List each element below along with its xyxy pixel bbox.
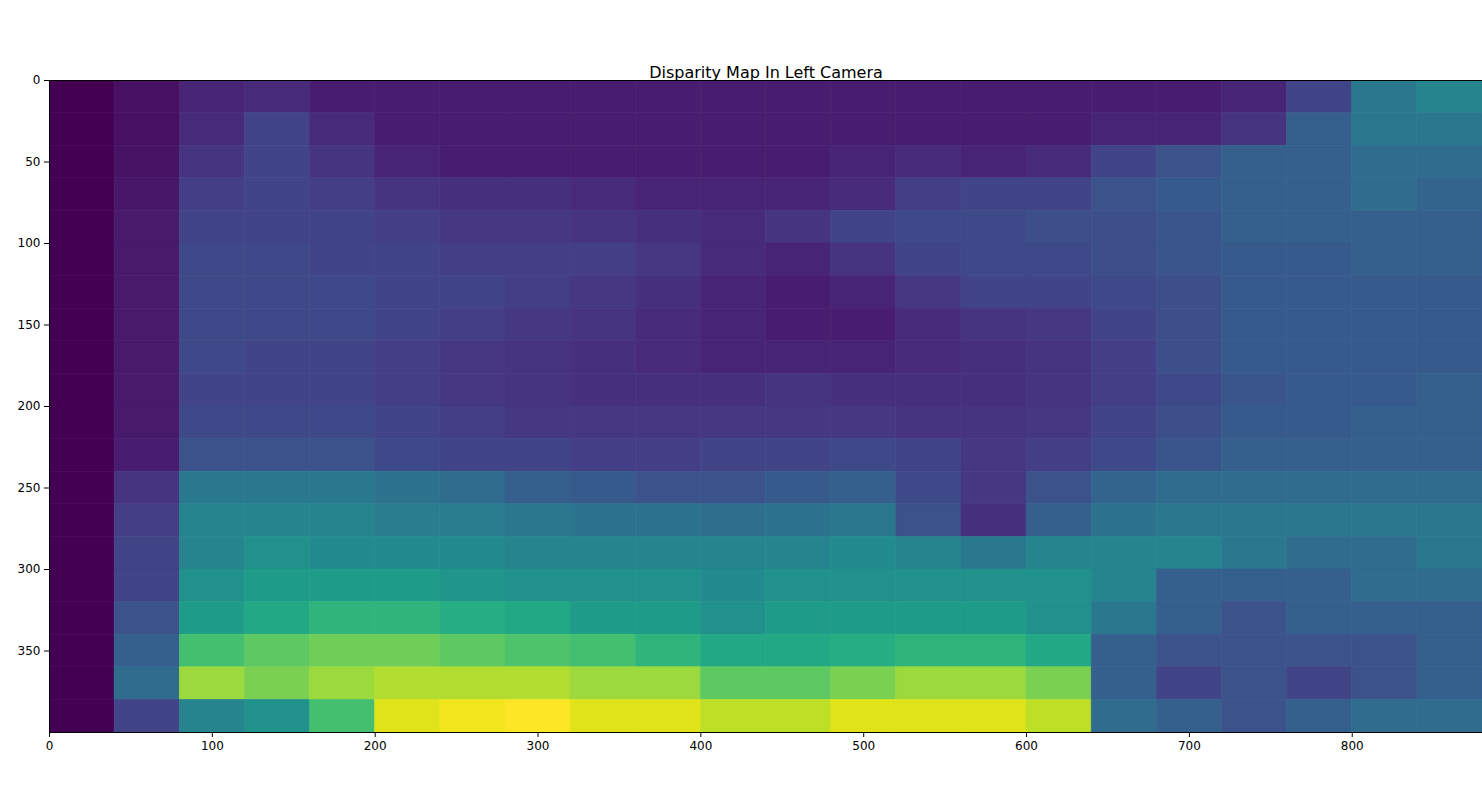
- svg-text:300: 300: [18, 562, 41, 576]
- svg-text:0: 0: [46, 739, 54, 753]
- svg-text:200: 200: [364, 739, 387, 753]
- svg-text:700: 700: [1178, 739, 1201, 753]
- svg-text:Disparity Map In Left Camera: Disparity Map In Left Camera: [649, 63, 883, 82]
- svg-text:50: 50: [25, 155, 40, 169]
- svg-text:500: 500: [852, 739, 875, 753]
- svg-text:800: 800: [1341, 739, 1364, 753]
- svg-text:400: 400: [689, 739, 712, 753]
- svg-text:0: 0: [33, 73, 41, 87]
- svg-text:100: 100: [18, 236, 41, 250]
- svg-text:250: 250: [18, 481, 41, 495]
- svg-text:300: 300: [527, 739, 550, 753]
- svg-text:100: 100: [201, 739, 224, 753]
- svg-text:150: 150: [18, 318, 41, 332]
- svg-text:600: 600: [1015, 739, 1038, 753]
- svg-text:350: 350: [18, 644, 41, 658]
- svg-text:200: 200: [18, 399, 41, 413]
